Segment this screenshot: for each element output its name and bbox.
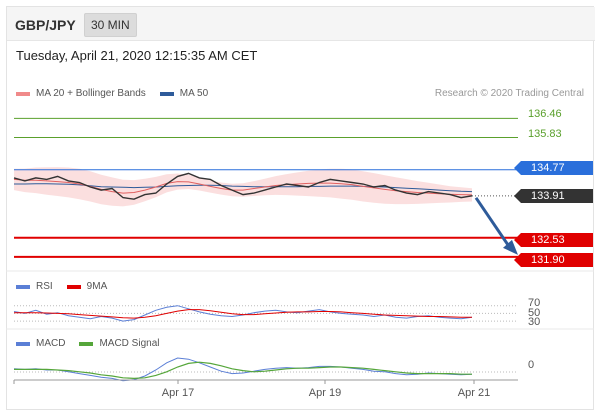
timeframe-button[interactable]: 30 MIN bbox=[84, 13, 137, 37]
level-label-136-46: 136.46 bbox=[528, 108, 562, 120]
macd-signal-line bbox=[14, 361, 472, 380]
legend-swatch-9ma bbox=[66, 284, 81, 289]
price-line bbox=[13, 172, 473, 200]
last-price-badge: 133.91 bbox=[514, 189, 593, 203]
macd-legend: MACD MACD Signal bbox=[16, 338, 173, 349]
rsi-tick-30: 30 bbox=[528, 316, 541, 328]
research-credit: Research © 2020 Trading Central bbox=[434, 88, 584, 99]
macd-line bbox=[13, 357, 473, 382]
chart-datetime: Tuesday, April 21, 2020 12:15:35 AM CET bbox=[16, 48, 258, 63]
legend-swatch-bollinger bbox=[16, 91, 30, 96]
x-label-apr-21: Apr 21 bbox=[457, 387, 491, 399]
legend-item-bollinger: MA 20 + Bollinger Bands bbox=[16, 88, 146, 99]
forecast-arrow-head bbox=[503, 239, 518, 255]
legend-item-macd: MACD bbox=[16, 338, 65, 349]
legend-item-9ma: 9MA bbox=[66, 281, 108, 292]
level-label-135-83: 135.83 bbox=[528, 128, 562, 140]
legend-label-rsi: RSI bbox=[36, 281, 53, 292]
legend-label-macd-signal: MACD Signal bbox=[99, 338, 160, 349]
chart-panel: GBP/JPY 30 MIN bbox=[6, 6, 595, 410]
legend-swatch-ma50 bbox=[159, 91, 174, 96]
ma50-line bbox=[14, 183, 473, 193]
macd-tick-0: 0 bbox=[528, 359, 535, 371]
rsi-legend: RSI 9MA bbox=[16, 281, 121, 292]
rsi-9ma-line bbox=[14, 309, 472, 319]
level-badge-134-77: 134.77 bbox=[514, 161, 593, 175]
main-legend: MA 20 + Bollinger Bands MA 50 bbox=[16, 88, 222, 99]
legend-label-9ma: 9MA bbox=[86, 281, 108, 292]
legend-label-bollinger: MA 20 + Bollinger Bands bbox=[36, 88, 146, 99]
legend-item-rsi: RSI bbox=[16, 281, 53, 292]
rsi-tick-70: 70 bbox=[528, 297, 541, 309]
legend-item-ma50: MA 50 bbox=[159, 88, 209, 99]
x-label-apr-19: Apr 19 bbox=[308, 387, 342, 399]
x-label-apr-17: Apr 17 bbox=[161, 387, 195, 399]
level-badge-131-90: 131.90 bbox=[514, 253, 593, 267]
forecast-arrow bbox=[474, 196, 512, 249]
legend-item-macd-signal: MACD Signal bbox=[79, 338, 159, 349]
legend-swatch-rsi bbox=[16, 284, 30, 289]
level-badge-132-53: 132.53 bbox=[514, 233, 593, 247]
instrument-title: GBP/JPY bbox=[15, 17, 76, 33]
chart-header: GBP/JPY 30 MIN bbox=[7, 7, 595, 41]
legend-label-ma50: MA 50 bbox=[179, 88, 209, 99]
legend-label-macd: MACD bbox=[36, 338, 66, 349]
legend-swatch-macd bbox=[16, 341, 30, 346]
legend-swatch-macd-signal bbox=[79, 341, 94, 346]
rsi-tick-50: 50 bbox=[528, 307, 541, 319]
